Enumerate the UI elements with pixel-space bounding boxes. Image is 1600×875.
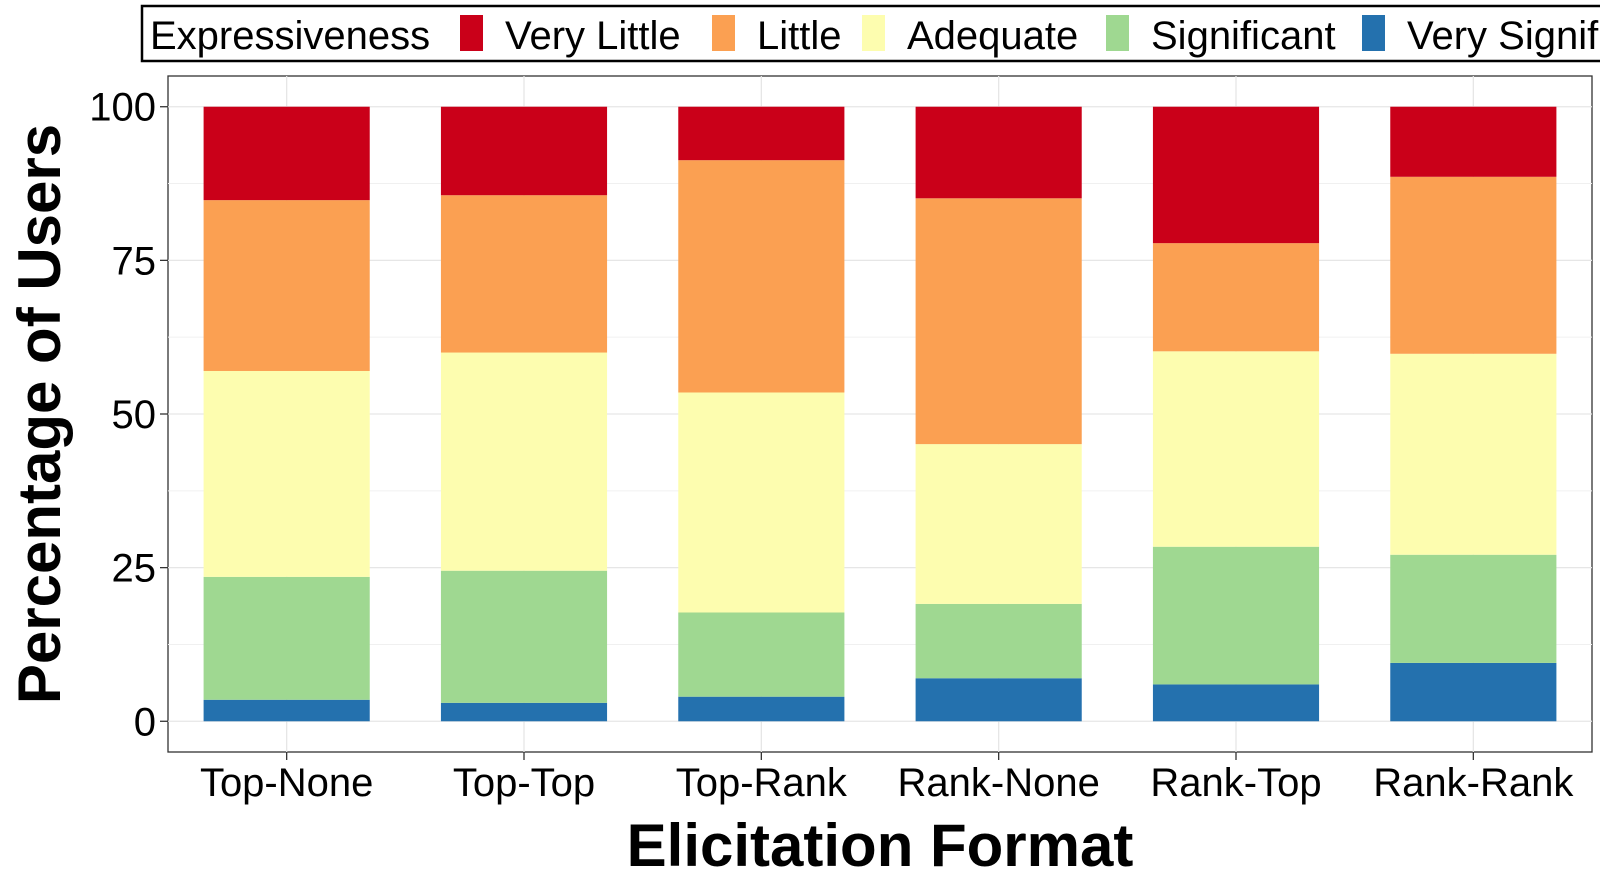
bar-segment-very-significant [678, 696, 845, 722]
x-tick-label: Rank-Rank [1373, 761, 1574, 805]
legend-title: Expressiveness [150, 14, 430, 58]
bar-segment-very-significant [1390, 662, 1557, 722]
bar-segment-very-significant [1152, 684, 1320, 722]
legend-swatch [1362, 15, 1385, 51]
bar-segment-significant [678, 612, 845, 697]
legend-swatch [862, 15, 885, 51]
y-tick-label: 100 [89, 86, 156, 130]
x-tick-label: Rank-Top [1150, 761, 1321, 805]
legend-label: Significant [1151, 14, 1336, 58]
bar-segment-adequate [1390, 353, 1557, 555]
bar-segment-little [678, 160, 845, 393]
bar-segment-very-significant [203, 699, 370, 722]
y-axis-title: Percentage of Users [6, 124, 73, 704]
bar-segment-little [440, 195, 608, 353]
y-tick-label: 50 [112, 393, 157, 437]
bar-segment-significant [1152, 546, 1320, 685]
x-tick-label: Top-None [200, 761, 373, 805]
x-tick-label: Top-Rank [676, 761, 848, 805]
bar-segment-very-significant [915, 678, 1082, 722]
legend: Expressiveness Very Little Little Adequate… [140, 4, 1600, 63]
bar-segment-very-little [1390, 106, 1557, 177]
bar-segment-adequate [915, 444, 1082, 604]
legend-swatch [712, 15, 735, 51]
bar-segment-little [1390, 176, 1557, 354]
bar-segment-very-little [203, 106, 370, 201]
bar-segment-significant [203, 576, 370, 700]
x-tick-label: Rank-None [898, 761, 1100, 805]
bar-segment-adequate [678, 392, 845, 613]
bar-segment-adequate [203, 370, 370, 577]
x-axis-title: Elicitation Format [627, 812, 1134, 875]
bars [203, 106, 1557, 722]
y-tick-label: 25 [112, 547, 157, 591]
legend-label: Little [757, 14, 842, 58]
bar-segment-little [203, 200, 370, 371]
y-tick-label: 75 [112, 239, 157, 283]
bar-segment-little [915, 198, 1082, 445]
y-axis: 0 25 50 75 100 [89, 86, 168, 744]
bar-segment-significant [1390, 554, 1557, 663]
legend-swatch [460, 15, 483, 51]
bar-segment-significant [915, 603, 1082, 679]
x-axis: Top-None Top-Top Top-Rank Rank-None Rank-Top… [200, 752, 1574, 805]
legend-swatch [1106, 15, 1129, 51]
bar-segment-very-little [1152, 106, 1320, 244]
bar-segment-very-little [915, 106, 1082, 199]
bar-segment-very-little [440, 106, 608, 196]
bar-segment-significant [440, 570, 608, 703]
bar-segment-very-significant [440, 702, 608, 722]
y-tick-label: 0 [134, 700, 156, 744]
x-tick-label: Top-Top [453, 761, 595, 805]
bar-segment-very-little [678, 106, 845, 161]
legend-label: Very Little [505, 14, 681, 58]
legend-label: Adequate [907, 14, 1078, 58]
bar-segment-little [1152, 243, 1320, 352]
legend-label: Very Significant [1407, 14, 1600, 58]
bar-segment-adequate [1152, 351, 1320, 547]
bar-segment-adequate [440, 352, 608, 571]
